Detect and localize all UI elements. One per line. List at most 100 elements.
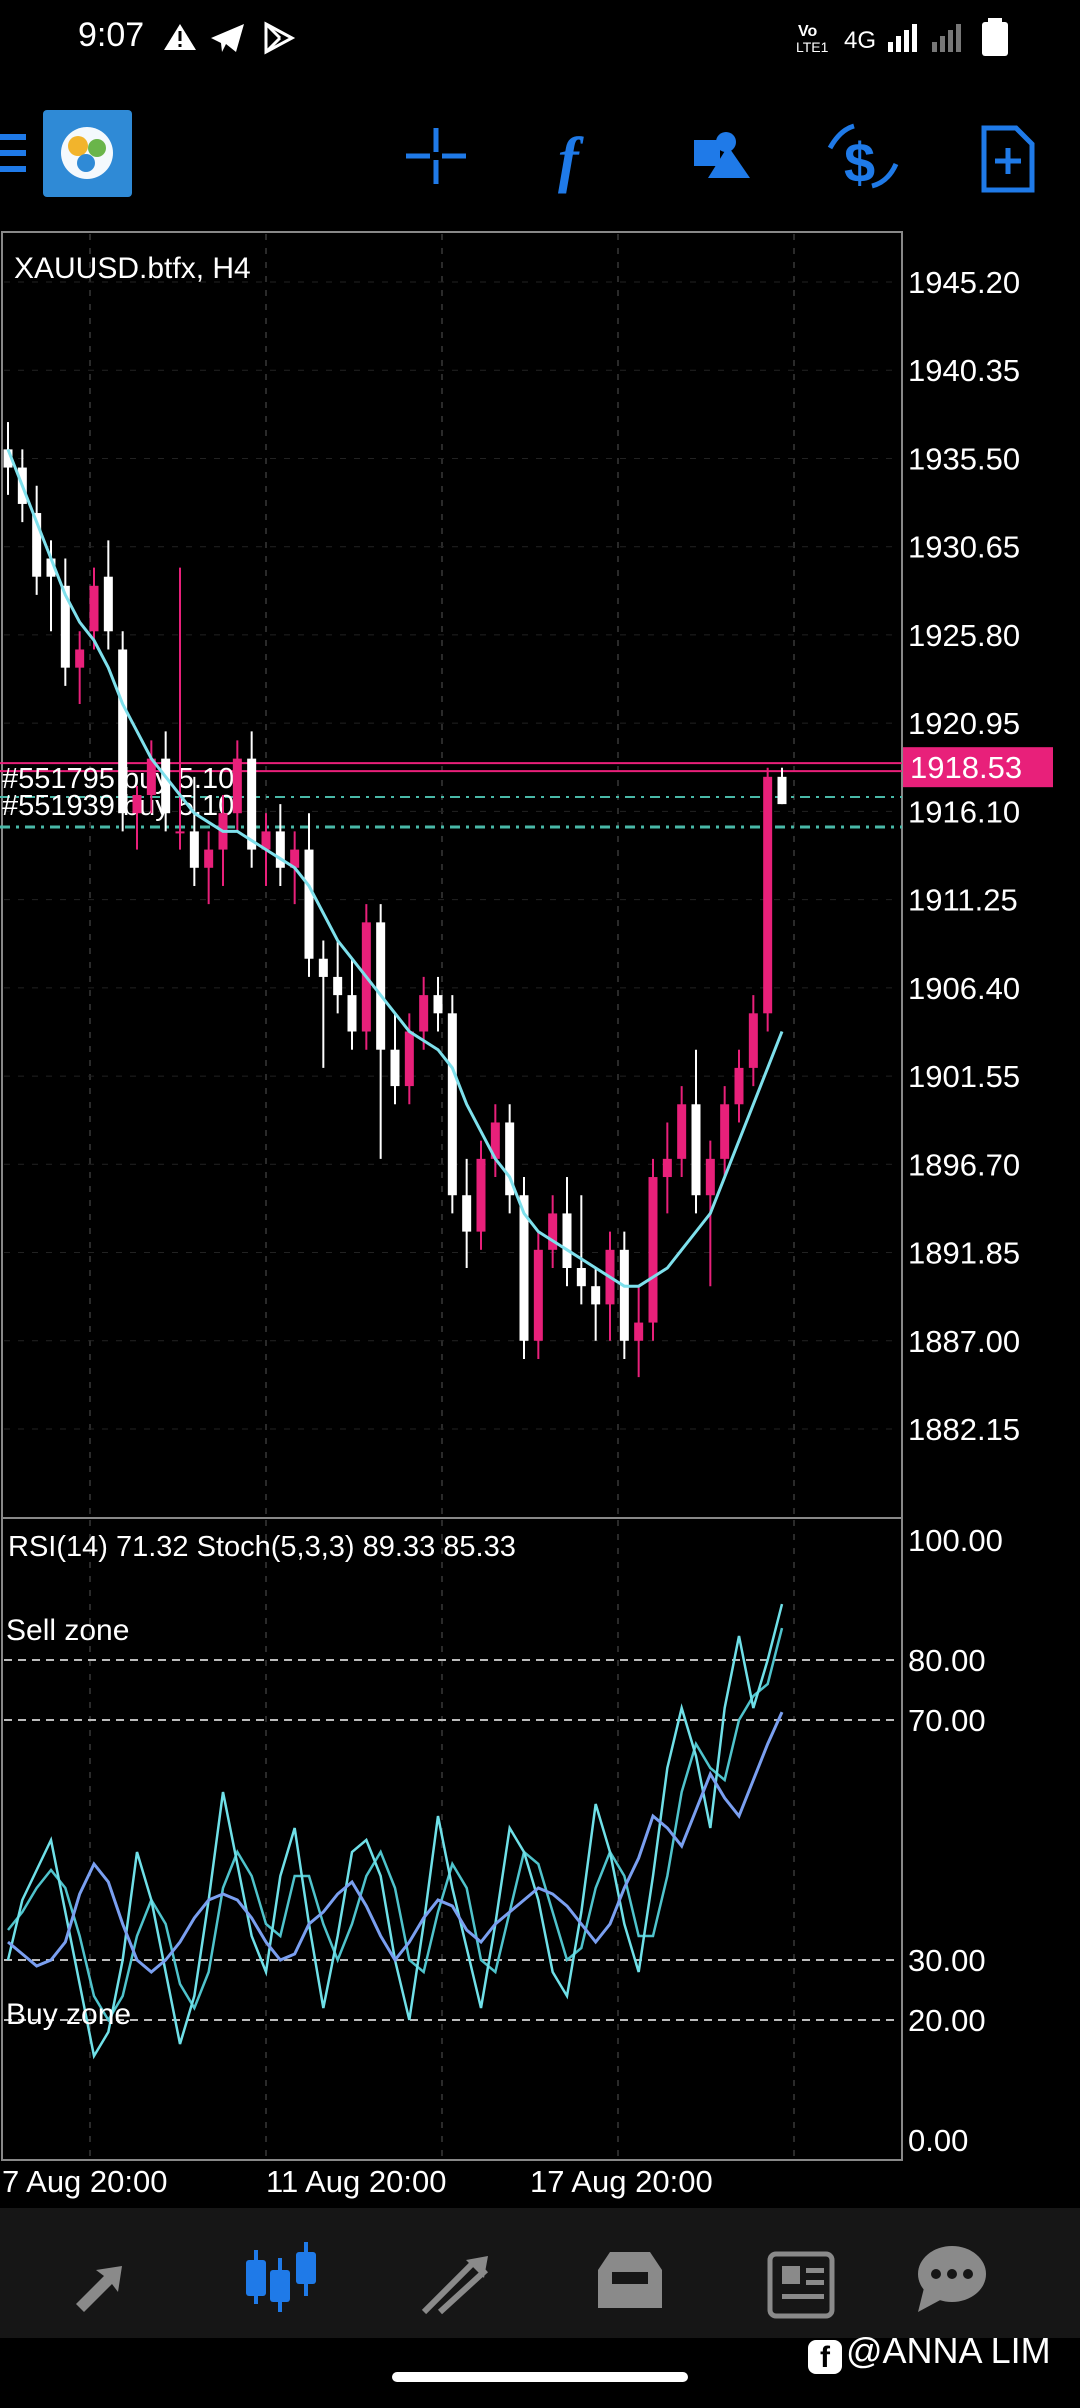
candle-body xyxy=(662,1158,672,1178)
date-label: 11 Aug 20:00 xyxy=(266,2164,446,2199)
candle-body xyxy=(304,849,314,959)
watermark: f @ANNA LIM xyxy=(808,2330,1051,2374)
history-icon[interactable] xyxy=(598,2252,662,2308)
candle-body xyxy=(75,649,85,668)
candle-body xyxy=(376,922,386,1050)
current-price-box xyxy=(903,747,1053,788)
toolbar: f $ xyxy=(0,100,1080,210)
bottom-nav xyxy=(0,2208,1080,2338)
level-label: 80.00 xyxy=(908,1643,986,1678)
home-indicator[interactable] xyxy=(392,2372,688,2382)
candle-body xyxy=(347,995,357,1032)
status-bar: 9:07 Vo LTE1 4G xyxy=(0,0,1080,78)
price-tick-label: 1925.80 xyxy=(908,618,1020,653)
price-tick-label: 1930.65 xyxy=(908,530,1020,565)
indicator-lines xyxy=(6,1603,784,2060)
price-axis: 1945.20 1940.35 1935.50 1930.65 1925.80 1920.… xyxy=(908,265,1020,1447)
news-icon[interactable] xyxy=(767,2251,835,2319)
svg-text:$: $ xyxy=(844,131,875,194)
candle-body xyxy=(60,585,70,668)
signal-icon xyxy=(888,24,961,52)
price-tick-label: 1920.95 xyxy=(908,706,1020,741)
date-axis: 7 Aug 20:00 11 Aug 20:00 17 Aug 20:00 xyxy=(2,2164,713,2199)
candle-body xyxy=(591,1286,601,1305)
trade-nav-icon[interactable] xyxy=(421,2256,489,2315)
price-tick-label: 1901.55 xyxy=(908,1059,1020,1094)
volte-icon: Vo LTE1 xyxy=(796,23,829,55)
battery-icon xyxy=(982,18,1008,56)
candle-body xyxy=(533,1249,543,1341)
candle-body xyxy=(433,995,443,1014)
candle-body xyxy=(677,1104,687,1159)
trade-icon[interactable]: $ xyxy=(827,123,899,194)
metatrader-logo[interactable] xyxy=(43,110,132,197)
order-label: #551939 buy 5.10 xyxy=(2,790,234,822)
level-label: 30.00 xyxy=(908,1943,986,1978)
price-tick-label: 1896.70 xyxy=(908,1147,1020,1182)
price-chart[interactable]: 1945.20 1940.35 1935.50 1930.65 1925.80 1920.… xyxy=(0,0,1080,2208)
candle-body xyxy=(261,831,271,850)
template-icon[interactable] xyxy=(981,125,1035,193)
candle-body xyxy=(103,576,113,632)
crosshair-icon[interactable] xyxy=(406,128,466,184)
menu-icon[interactable] xyxy=(0,134,26,172)
candle-body xyxy=(204,849,214,868)
chart-icon[interactable] xyxy=(246,2242,316,2312)
buy-zone-label: Buy zone xyxy=(6,1998,131,2031)
level-label: 100.00 xyxy=(908,1523,1003,1558)
candle-body xyxy=(290,849,300,868)
objects-icon[interactable] xyxy=(694,132,750,178)
price-tick-label: 1906.40 xyxy=(908,971,1020,1006)
stoch-d-line xyxy=(7,1627,784,2023)
price-tick-label: 1916.10 xyxy=(908,794,1020,829)
indicator-levels: 100.00 80.00 70.00 30.00 20.00 0.00 xyxy=(4,1523,1003,2158)
candle-body xyxy=(189,831,199,868)
candle-body xyxy=(490,1122,500,1159)
candle-body xyxy=(519,1195,529,1341)
candle-body xyxy=(634,1322,644,1341)
candle-body xyxy=(275,831,285,868)
telegram-icon xyxy=(211,24,244,52)
candle-body xyxy=(447,1013,457,1196)
moving-average xyxy=(6,448,784,1288)
candle-body xyxy=(232,758,242,814)
ma-line xyxy=(6,448,784,1288)
candle-body xyxy=(333,976,343,996)
facebook-icon: f xyxy=(808,2340,842,2374)
level-label: 70.00 xyxy=(908,1703,986,1738)
price-tick-label: 1940.35 xyxy=(908,353,1020,388)
candle-body xyxy=(419,995,429,1032)
candle-body xyxy=(476,1158,486,1232)
price-tick-label: 1882.15 xyxy=(908,1412,1020,1447)
candle-body xyxy=(705,1158,715,1196)
candle-body xyxy=(132,795,142,814)
order-label: #551795 buy 5.10 xyxy=(2,763,234,795)
network-type: 4G xyxy=(844,27,876,54)
price-tick-label: 1911.25 xyxy=(908,883,1018,918)
candle-body xyxy=(146,758,156,796)
rsi-line xyxy=(7,1711,784,1974)
level-label: 20.00 xyxy=(908,2003,986,2038)
candle-body xyxy=(648,1177,658,1323)
candle-body xyxy=(175,831,185,834)
price-tick-label: 1935.50 xyxy=(908,441,1020,476)
candle-body xyxy=(3,449,13,468)
quotes-icon[interactable] xyxy=(76,2266,122,2312)
candle-body xyxy=(247,758,257,850)
candle-body xyxy=(89,585,99,632)
candle-body xyxy=(32,513,42,577)
candle-body xyxy=(734,1067,744,1105)
status-time: 9:07 xyxy=(78,16,145,54)
candle-body xyxy=(562,1213,572,1269)
price-tick-label: 1891.85 xyxy=(908,1236,1020,1271)
chat-icon[interactable] xyxy=(918,2246,986,2312)
candle-body xyxy=(748,1013,758,1068)
candle-body xyxy=(390,1049,400,1087)
level-label: 0.00 xyxy=(908,2123,968,2158)
candle-body xyxy=(720,1104,730,1159)
candle-body xyxy=(619,1249,629,1341)
candle-body xyxy=(161,758,171,814)
alert-triangle-icon xyxy=(164,24,196,50)
candle-body xyxy=(763,776,773,1014)
play-store-icon xyxy=(264,21,296,55)
